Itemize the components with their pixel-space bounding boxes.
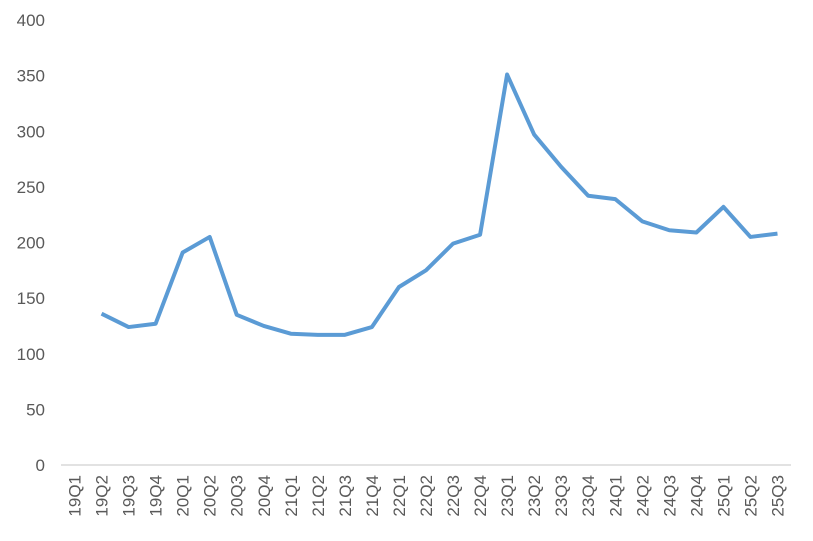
x-tick-label: 24Q2 [633, 475, 652, 517]
y-tick-label: 300 [17, 122, 45, 141]
x-tick-label: 19Q2 [93, 475, 112, 517]
x-tick-label: 21Q1 [282, 475, 301, 517]
y-tick-label: 350 [17, 67, 45, 86]
x-tick-label: 22Q4 [471, 475, 490, 517]
x-tick-label: 24Q4 [687, 475, 706, 517]
x-tick-label: 23Q3 [552, 475, 571, 517]
x-tick-label: 22Q1 [390, 475, 409, 517]
x-tick-label: 19Q4 [147, 475, 166, 517]
y-tick-label: 50 [26, 400, 45, 419]
x-tick-label: 20Q1 [174, 475, 193, 517]
x-tick-label: 19Q3 [120, 475, 139, 517]
y-tick-label: 250 [17, 178, 45, 197]
x-tick-label: 21Q2 [309, 475, 328, 517]
x-tick-label: 25Q3 [768, 475, 787, 517]
x-tick-label: 20Q2 [201, 475, 220, 517]
y-tick-label: 0 [36, 456, 45, 475]
x-tick-label: 25Q2 [741, 475, 760, 517]
y-tick-label: 100 [17, 345, 45, 364]
y-tick-label: 150 [17, 289, 45, 308]
x-tick-label: 24Q3 [660, 475, 679, 517]
x-tick-label: 24Q1 [606, 475, 625, 517]
y-tick-label: 200 [17, 234, 45, 253]
x-tick-label: 22Q3 [444, 475, 463, 517]
x-tick-label: 23Q4 [579, 475, 598, 517]
x-tick-label: 20Q4 [255, 475, 274, 517]
x-tick-label: 23Q1 [498, 475, 517, 517]
data-line [100, 72, 778, 337]
x-tick-label: 19Q1 [66, 475, 85, 517]
x-tick-label: 23Q2 [525, 475, 544, 517]
x-tick-label: 20Q3 [228, 475, 247, 517]
x-tick-label: 25Q1 [714, 475, 733, 517]
x-tick-label: 21Q3 [336, 475, 355, 517]
x-tick-label: 21Q4 [363, 475, 382, 517]
y-tick-label: 400 [17, 11, 45, 30]
x-tick-label: 22Q2 [417, 475, 436, 517]
